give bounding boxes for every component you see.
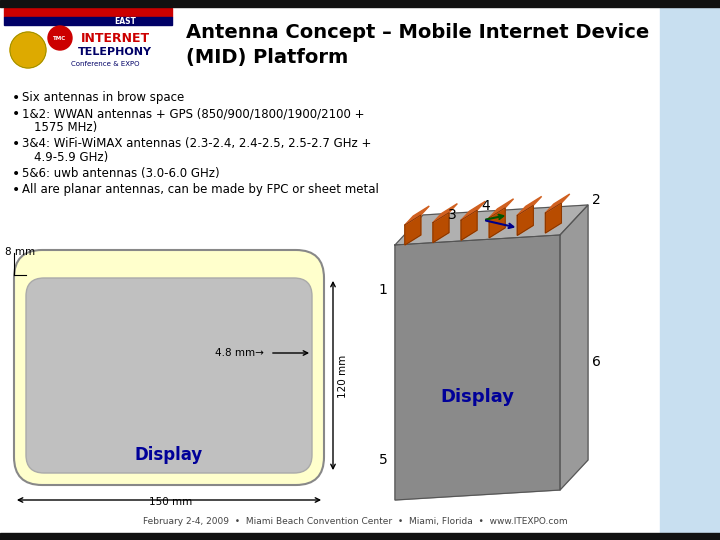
Circle shape bbox=[10, 32, 46, 68]
Bar bbox=[4, 8, 172, 17]
Text: All are planar antennas, can be made by FPC or sheet metal: All are planar antennas, can be made by … bbox=[22, 184, 379, 197]
FancyBboxPatch shape bbox=[14, 250, 324, 485]
Text: 3&4: WiFi-WiMAX antennas (2.3-2.4, 2.4-2.5, 2.5-2.7 GHz +: 3&4: WiFi-WiMAX antennas (2.3-2.4, 2.4-2… bbox=[22, 138, 372, 151]
Text: 5&6: uwb antennas (3.0-6.0 GHz): 5&6: uwb antennas (3.0-6.0 GHz) bbox=[22, 167, 220, 180]
Circle shape bbox=[48, 26, 72, 50]
Polygon shape bbox=[405, 206, 429, 225]
Bar bbox=[0, 0, 720, 7]
Text: Display: Display bbox=[441, 388, 515, 407]
Text: TMC: TMC bbox=[53, 36, 67, 40]
Polygon shape bbox=[405, 215, 421, 245]
Polygon shape bbox=[489, 208, 505, 238]
Text: Conference & EXPO: Conference & EXPO bbox=[71, 61, 139, 67]
Polygon shape bbox=[395, 205, 588, 245]
Text: EAST: EAST bbox=[114, 17, 136, 26]
Polygon shape bbox=[545, 194, 570, 213]
Text: 4.8 mm→: 4.8 mm→ bbox=[215, 348, 264, 358]
Text: INTERNET: INTERNET bbox=[81, 31, 150, 44]
Text: 120 mm: 120 mm bbox=[338, 354, 348, 397]
Text: 6: 6 bbox=[592, 355, 600, 369]
Bar bbox=[4, 17, 172, 25]
Bar bbox=[660, 0, 720, 540]
Polygon shape bbox=[560, 205, 588, 490]
Text: 4: 4 bbox=[482, 199, 490, 213]
Polygon shape bbox=[433, 204, 457, 222]
Text: 150 mm: 150 mm bbox=[149, 497, 193, 507]
FancyBboxPatch shape bbox=[26, 278, 312, 473]
Bar bbox=[4, 8, 172, 88]
Polygon shape bbox=[461, 210, 477, 240]
Text: Antenna Concept – Mobile Internet Device: Antenna Concept – Mobile Internet Device bbox=[186, 23, 649, 42]
Polygon shape bbox=[517, 205, 534, 235]
Text: 5: 5 bbox=[379, 453, 387, 467]
Polygon shape bbox=[489, 199, 513, 218]
Bar bbox=[147, 496, 195, 507]
Text: 8 mm: 8 mm bbox=[5, 247, 35, 257]
Text: •: • bbox=[12, 183, 20, 197]
Text: 1: 1 bbox=[379, 283, 387, 297]
Text: •: • bbox=[12, 167, 20, 181]
Polygon shape bbox=[517, 197, 541, 215]
Text: 3: 3 bbox=[449, 208, 457, 222]
Polygon shape bbox=[395, 235, 560, 500]
Text: •: • bbox=[12, 107, 20, 121]
Text: 4.9-5.9 GHz): 4.9-5.9 GHz) bbox=[34, 152, 108, 165]
Text: (MID) Platform: (MID) Platform bbox=[186, 49, 348, 68]
Polygon shape bbox=[461, 201, 485, 220]
Text: Display: Display bbox=[135, 446, 203, 464]
Polygon shape bbox=[433, 213, 449, 242]
Text: TELEPHONY: TELEPHONY bbox=[78, 47, 152, 57]
Polygon shape bbox=[545, 203, 562, 233]
Text: 1&2: WWAN antennas + GPS (850/900/1800/1900/2100 +: 1&2: WWAN antennas + GPS (850/900/1800/1… bbox=[22, 107, 364, 120]
Text: Six antennas in brow space: Six antennas in brow space bbox=[22, 91, 184, 105]
Text: February 2-4, 2009  •  Miami Beach Convention Center  •  Miami, Florida  •  www.: February 2-4, 2009 • Miami Beach Convent… bbox=[143, 517, 567, 526]
Bar bbox=[0, 533, 720, 540]
Text: 1575 MHz): 1575 MHz) bbox=[34, 122, 97, 134]
Text: •: • bbox=[12, 137, 20, 151]
Text: 2: 2 bbox=[592, 193, 600, 207]
Text: •: • bbox=[12, 91, 20, 105]
